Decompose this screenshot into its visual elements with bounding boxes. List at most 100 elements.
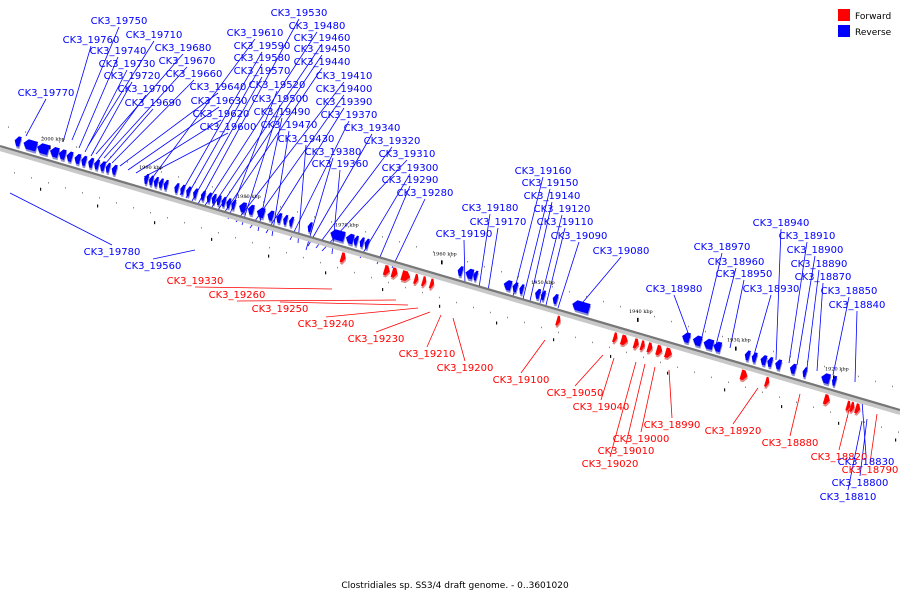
reverse-gene-CK3_19080[interactable] (570, 299, 592, 316)
gene-label-CK3_19230[interactable]: CK3_19230 (348, 334, 405, 345)
gene-label-CK3_18980[interactable]: CK3_18980 (646, 284, 703, 295)
gene-label-CK3_19450[interactable]: CK3_19450 (294, 44, 351, 55)
reverse-gene-CK3_18870[interactable] (788, 363, 798, 377)
forward-gene-CK3_19200[interactable] (428, 278, 436, 291)
reverse-gene-CK3_19760[interactable] (35, 142, 51, 158)
reverse-gene-CK3_19180[interactable] (464, 268, 476, 282)
reverse-gene-CK3_19160[interactable] (502, 279, 514, 294)
gene-label-CK3_19560[interactable]: CK3_19560 (125, 261, 182, 272)
gene-label-CK3_18880[interactable]: CK3_18880 (762, 438, 819, 449)
reverse-gene-CK3_19530[interactable] (199, 190, 207, 204)
reverse-gene-CK3_19600[interactable] (162, 179, 170, 193)
reverse-gene-CK3_19700[interactable] (86, 157, 95, 171)
reverse-gene-CK3_19370[interactable] (328, 228, 347, 245)
reverse-gene-CK3_18850[interactable] (801, 367, 809, 380)
forward-gene-CK3_18800[interactable] (849, 401, 857, 415)
reverse-gene-CK3_19500[interactable] (215, 195, 223, 208)
gene-label-CK3_18950[interactable]: CK3_18950 (716, 269, 773, 280)
gene-label-CK3_19710[interactable]: CK3_19710 (126, 30, 183, 41)
reverse-gene-CK3_19110[interactable] (539, 290, 547, 303)
reverse-gene-CK3_19440[interactable] (255, 207, 267, 221)
gene-label-CK3_19020[interactable]: CK3_19020 (582, 459, 639, 470)
forward-gene-CK3_18810[interactable] (845, 400, 853, 414)
reverse-gene-CK3_18960[interactable] (702, 338, 716, 353)
gene-label-CK3_19630[interactable]: CK3_19630 (191, 96, 248, 107)
reverse-gene-CK3_19630[interactable] (147, 175, 155, 188)
forward-gene-CK3_19030[interactable] (632, 338, 641, 351)
forward-gene-CK3_19010[interactable] (646, 342, 655, 355)
gene-label-CK3_19470[interactable]: CK3_19470 (261, 120, 318, 131)
reverse-gene-CK3_19390[interactable] (287, 216, 295, 229)
forward-gene-CK3_19250[interactable] (390, 267, 400, 280)
gene-label-CK3_19340[interactable]: CK3_19340 (344, 123, 401, 134)
gene-label-CK3_18800[interactable]: CK3_18800 (832, 478, 889, 489)
reverse-gene-CK3_18970[interactable] (691, 334, 704, 349)
reverse-gene-CK3_19380[interactable] (306, 222, 314, 235)
gene-label-CK3_18910[interactable]: CK3_18910 (779, 231, 836, 242)
reverse-gene-CK3_19610[interactable] (157, 178, 165, 191)
gene-label-CK3_19370[interactable]: CK3_19370 (321, 110, 378, 121)
gene-label-CK3_19610[interactable]: CK3_19610 (227, 28, 284, 39)
gene-label-CK3_19720[interactable]: CK3_19720 (104, 71, 161, 82)
gene-label-CK3_19670[interactable]: CK3_19670 (159, 56, 216, 67)
gene-label-CK3_19400[interactable]: CK3_19400 (316, 84, 373, 95)
gene-label-CK3_19100[interactable]: CK3_19100 (493, 375, 550, 386)
gene-label-CK3_19410[interactable]: CK3_19410 (316, 71, 373, 82)
reverse-gene-CK3_19310[interactable] (363, 238, 371, 252)
gene-label-CK3_19050[interactable]: CK3_19050 (547, 388, 604, 399)
gene-label-CK3_18820[interactable]: CK3_18820 (811, 452, 868, 463)
reverse-gene-CK3_19780[interactable] (13, 136, 23, 149)
reverse-gene-CK3_19360[interactable] (344, 233, 356, 247)
gene-label-CK3_19210[interactable]: CK3_19210 (399, 349, 456, 360)
reverse-gene-CK3_19090[interactable] (551, 293, 560, 307)
gene-label-CK3_19770[interactable]: CK3_19770 (18, 88, 75, 99)
reverse-gene-CK3_18980[interactable] (680, 331, 692, 346)
reverse-gene-CK3_19620[interactable] (152, 176, 160, 190)
forward-gene-CK3_19230[interactable] (413, 273, 421, 287)
gene-label-CK3_19380[interactable]: CK3_19380 (305, 147, 362, 158)
gene-label-CK3_19590[interactable]: CK3_19590 (234, 41, 291, 52)
gene-label-CK3_18850[interactable]: CK3_18850 (821, 286, 878, 297)
gene-label-CK3_19150[interactable]: CK3_19150 (522, 178, 579, 189)
gene-label-CK3_19620[interactable]: CK3_19620 (193, 109, 250, 120)
gene-label-CK3_19330[interactable]: CK3_19330 (167, 276, 224, 287)
forward-gene-CK3_18920[interactable] (739, 369, 750, 384)
reverse-gene-CK3_18950[interactable] (711, 341, 723, 355)
gene-label-CK3_19290[interactable]: CK3_19290 (382, 175, 439, 186)
reverse-gene-CK3_19490[interactable] (220, 196, 228, 210)
gene-label-CK3_18960[interactable]: CK3_18960 (708, 257, 765, 268)
gene-label-CK3_19080[interactable]: CK3_19080 (593, 246, 650, 257)
gene-label-CK3_19750[interactable]: CK3_19750 (91, 16, 148, 27)
gene-label-CK3_18940[interactable]: CK3_18940 (753, 218, 810, 229)
gene-label-CK3_19310[interactable]: CK3_19310 (379, 149, 436, 160)
reverse-gene-CK3_19320[interactable] (358, 237, 366, 250)
reverse-gene-CK3_19580[interactable] (178, 184, 186, 198)
forward-gene-CK3_19050[interactable] (612, 332, 620, 345)
forward-gene-CK3_18820[interactable] (822, 394, 832, 407)
gene-label-CK3_18890[interactable]: CK3_18890 (791, 259, 848, 270)
reverse-gene-CK3_19150[interactable] (511, 282, 520, 295)
gene-label-CK3_19520[interactable]: CK3_19520 (249, 80, 306, 91)
reverse-gene-CK3_19680[interactable] (98, 161, 107, 174)
gene-label-CK3_18790[interactable]: CK3_18790 (842, 465, 899, 476)
reverse-gene-CK3_19520[interactable] (205, 192, 213, 205)
gene-label-CK3_19430[interactable]: CK3_19430 (278, 134, 335, 145)
gene-label-CK3_19440[interactable]: CK3_19440 (294, 57, 351, 68)
reverse-gene-CK3_18840[interactable] (819, 372, 832, 387)
gene-label-CK3_19240[interactable]: CK3_19240 (298, 319, 355, 330)
gene-label-CK3_19460[interactable]: CK3_19460 (294, 33, 351, 44)
reverse-gene-CK3_19570[interactable] (184, 186, 192, 199)
gene-label-CK3_19170[interactable]: CK3_19170 (470, 217, 527, 228)
gene-label-CK3_19010[interactable]: CK3_19010 (598, 446, 655, 457)
reverse-gene-CK3_19710[interactable] (79, 155, 88, 169)
gene-label-CK3_19320[interactable]: CK3_19320 (364, 136, 421, 147)
gene-label-CK3_19490[interactable]: CK3_19490 (254, 107, 311, 118)
reverse-gene-CK3_19750[interactable] (48, 146, 61, 161)
gene-label-CK3_19120[interactable]: CK3_19120 (534, 204, 591, 215)
gene-label-CK3_18830[interactable]: CK3_18830 (838, 457, 895, 468)
forward-gene-CK3_19020[interactable] (639, 340, 647, 353)
gene-label-CK3_19690[interactable]: CK3_19690 (125, 98, 182, 109)
reverse-gene-CK3_19730[interactable] (65, 151, 75, 165)
forward-gene-CK3_19260[interactable] (382, 264, 392, 278)
gene-label-CK3_19480[interactable]: CK3_19480 (289, 21, 346, 32)
